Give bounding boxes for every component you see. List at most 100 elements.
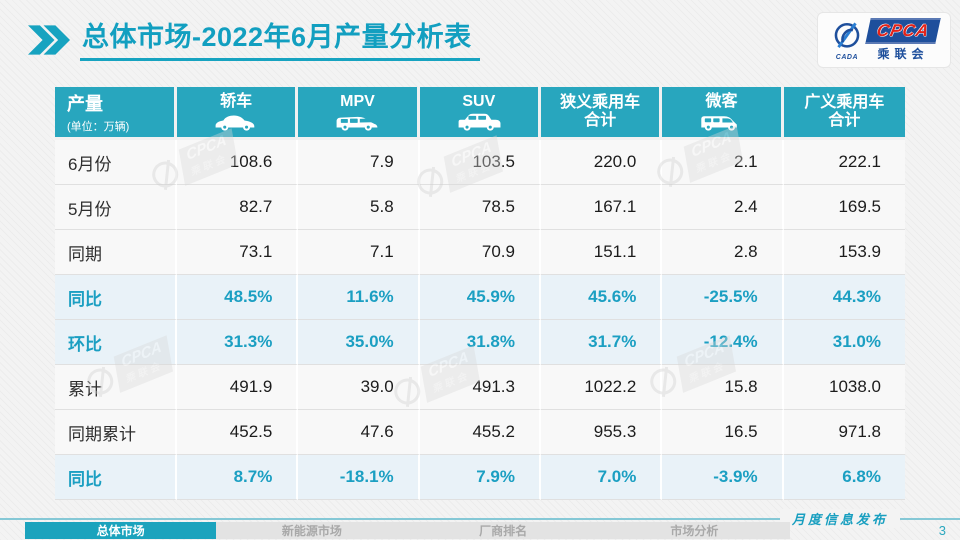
table-cell: 1038.0 (783, 365, 905, 410)
column-header-production: 产量 (单位：万辆) (55, 87, 177, 140)
slide-header: 总体市场-2022年6月产量分析表 (28, 20, 480, 61)
cpca-logo-text-block: CPCA 乘联会 (865, 18, 941, 62)
cpca-emblem: CADA (830, 20, 864, 61)
table-cell: 73.1 (177, 230, 299, 275)
table-cell: 955.3 (540, 410, 663, 455)
table-cell: 7.9 (298, 140, 420, 185)
production-unit-label: (单位：万辆) (67, 121, 130, 133)
table-cell: 48.5% (177, 275, 299, 320)
table-cell: -18.1% (298, 455, 420, 500)
table-cell: 2.4 (662, 185, 784, 230)
row-label: 累计 (55, 365, 177, 410)
table-cell: 31.7% (540, 320, 663, 365)
table-row: 同期 73.1 7.1 70.9 151.1 2.8 153.9 (55, 230, 905, 275)
table-cell: 35.0% (298, 320, 420, 365)
column-label: 轿车 (220, 92, 253, 110)
table-cell: 153.9 (783, 230, 905, 275)
column-label: 狭义乘用车 (560, 93, 641, 111)
footer-tab-strip: 总体市场 新能源市场 厂商排名 市场分析 (25, 522, 790, 539)
page-title: 总体市场-2022年6月产量分析表 (80, 20, 480, 61)
column-label: 微客 (705, 92, 738, 110)
production-table: 产量 (单位：万辆) 轿车 MPV SUV 狭义乘用车 合计 微客 广义乘用车 合计 6月份 1… (55, 87, 905, 500)
double-chevron-icon (28, 25, 70, 55)
column-label: SUV (462, 92, 496, 110)
table-cell: 169.5 (783, 185, 905, 230)
table-row: 6月份 108.6 7.9 103.5 220.0 2.1 222.1 (55, 140, 905, 185)
table-cell: -12.4% (662, 320, 784, 365)
cpca-logo: CADA CPCA 乘联会 (818, 13, 950, 67)
table-row: 同期累计 452.5 47.6 455.2 955.3 16.5 971.8 (55, 410, 905, 455)
table-cell: 7.9% (419, 455, 541, 500)
table-row: 5月份 82.7 5.8 78.5 167.1 2.4 169.5 (55, 185, 905, 230)
table-cell: 47.6 (298, 410, 420, 455)
footer-tab-市场分析[interactable]: 市场分析 (670, 524, 719, 538)
microvan-icon (697, 112, 745, 131)
table-cell: 452.5 (177, 410, 299, 455)
table-cell: -25.5% (662, 275, 784, 320)
column-header-broad-total: 广义乘用车 合计 (783, 87, 905, 140)
table-row: 同比 8.7% -18.1% 7.9% 7.0% -3.9% 6.8% (55, 455, 905, 500)
table-cell: 31.0% (783, 320, 905, 365)
mpv-icon (333, 112, 381, 131)
row-label: 环比 (55, 320, 177, 365)
page-title-rest: -2022年6月产量分析表 (192, 22, 472, 52)
row-label: 同期累计 (55, 410, 177, 455)
column-header-sedan: 轿车 (177, 87, 299, 140)
row-label: 6月份 (55, 140, 177, 185)
row-label: 同期 (55, 230, 177, 275)
table-cell: 7.0% (540, 455, 663, 500)
footer-tab-新能源市场[interactable]: 新能源市场 (281, 524, 342, 538)
sedan-icon (212, 112, 260, 131)
table-cell: 78.5 (419, 185, 541, 230)
table-cell: 1022.2 (540, 365, 663, 410)
table-cell: 6.8% (783, 455, 905, 500)
page-title-primary: 总体市场 (82, 22, 192, 52)
table-cell: 971.8 (783, 410, 905, 455)
table-cell: 2.1 (662, 140, 784, 185)
table-cell: 31.8% (419, 320, 541, 365)
table-cell: 45.9% (419, 275, 541, 320)
footer-tab-总体市场[interactable]: 总体市场 (25, 522, 217, 539)
table-cell: 15.8 (662, 365, 784, 410)
table-row: 同比 48.5% 11.6% 45.9% 45.6% -25.5% 44.3% (55, 275, 905, 320)
table-cell: 491.3 (419, 365, 541, 410)
table-cell: 2.8 (662, 230, 784, 275)
footer-divider (0, 518, 960, 520)
cpca-emblem-caption: CADA (835, 53, 859, 61)
table-cell: 31.3% (177, 320, 299, 365)
cpca-logo-subtitle: 乘联会 (877, 47, 929, 61)
table-cell: 491.9 (177, 365, 299, 410)
footer-note: 月度信息发布 (779, 509, 900, 528)
cpca-logo-acronym: CPCA (865, 18, 941, 44)
cpca-emblem-icon (834, 22, 860, 48)
table-cell: 167.1 (540, 185, 663, 230)
suv-icon (455, 112, 503, 131)
table-row: 环比 31.3% 35.0% 31.8% 31.7% -12.4% 31.0% (55, 320, 905, 365)
table-cell: 151.1 (540, 230, 663, 275)
row-label: 同比 (55, 455, 177, 500)
table-cell: 8.7% (177, 455, 299, 500)
row-label: 同比 (55, 275, 177, 320)
table-cell: 11.6% (298, 275, 420, 320)
production-label: 产量 (67, 94, 103, 114)
table-cell: 220.0 (540, 140, 663, 185)
table-cell: 44.3% (783, 275, 905, 320)
column-header-suv: SUV (419, 87, 541, 140)
table-cell: 5.8 (298, 185, 420, 230)
column-header-narrow-total: 狭义乘用车 合计 (540, 87, 663, 140)
column-label-line2: 合计 (828, 112, 861, 129)
table-cell: 222.1 (783, 140, 905, 185)
column-label: 广义乘用车 (804, 93, 885, 111)
table-cell: 455.2 (419, 410, 541, 455)
table-cell: 103.5 (419, 140, 541, 185)
table-cell: 70.9 (419, 230, 541, 275)
table-cell: 39.0 (298, 365, 420, 410)
table-row: 累计 491.9 39.0 491.3 1022.2 15.8 1038.0 (55, 365, 905, 410)
page-number: 3 (938, 523, 946, 538)
footer-tab-厂商排名[interactable]: 厂商排名 (479, 524, 528, 538)
table-cell: 82.7 (177, 185, 299, 230)
table-cell: 16.5 (662, 410, 784, 455)
table-header-row: 产量 (单位：万辆) 轿车 MPV SUV 狭义乘用车 合计 微客 广义乘用车 合计 (55, 87, 905, 140)
row-label: 5月份 (55, 185, 177, 230)
